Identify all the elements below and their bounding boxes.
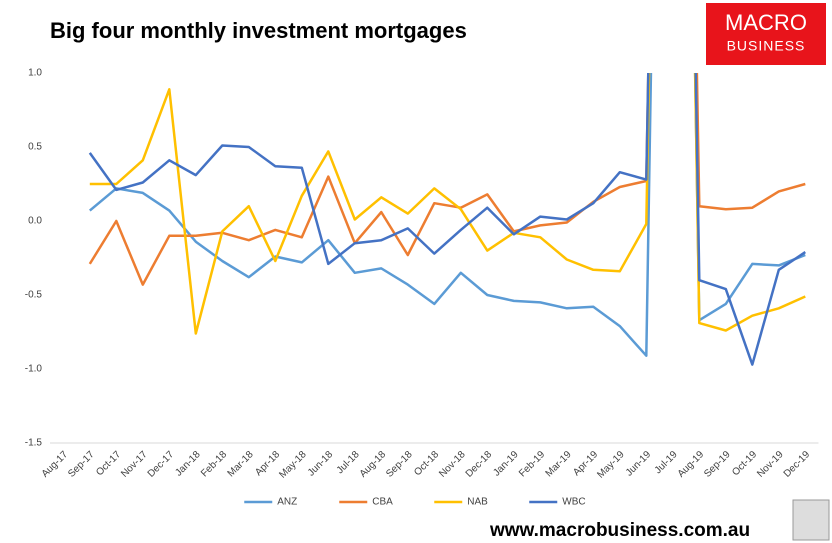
x-tick-label: Aug-19 bbox=[676, 449, 707, 480]
legend-label: ANZ bbox=[277, 497, 297, 508]
series-line bbox=[88, 73, 806, 286]
x-tick-label: Aug-17 bbox=[40, 449, 71, 480]
series-line bbox=[89, 73, 806, 335]
x-tick-label: Jan-18 bbox=[173, 449, 203, 479]
x-tick-label: Nov-18 bbox=[437, 449, 468, 480]
chart-title: Big four monthly investment mortgages bbox=[50, 18, 467, 43]
x-tick-label: Dec-17 bbox=[146, 449, 177, 480]
x-tick-label: Oct-17 bbox=[94, 449, 123, 478]
x-tick-label: Mar-18 bbox=[226, 449, 256, 479]
x-tick-label: Oct-19 bbox=[730, 449, 759, 478]
x-tick-label: Feb-19 bbox=[517, 449, 547, 479]
logo-text: BUSINESS bbox=[727, 38, 806, 54]
series-line bbox=[88, 73, 806, 357]
y-tick-label: -0.5 bbox=[25, 290, 43, 301]
y-tick-label: 1.0 bbox=[28, 68, 42, 79]
legend-label: NAB bbox=[467, 497, 488, 508]
x-tick-label: Jun-18 bbox=[306, 449, 336, 479]
x-tick-label: Nov-17 bbox=[119, 449, 150, 480]
x-tick-label: Feb-18 bbox=[199, 449, 229, 479]
x-tick-label: Jun-19 bbox=[624, 449, 654, 479]
x-tick-label: Dec-18 bbox=[464, 449, 495, 480]
y-tick-label: -1.0 bbox=[25, 364, 43, 375]
series-line bbox=[88, 73, 806, 366]
logo-text: MACRO bbox=[725, 10, 807, 35]
x-tick-label: Mar-19 bbox=[544, 449, 574, 479]
y-tick-label: 0.0 bbox=[28, 216, 42, 227]
x-tick-label: Nov-19 bbox=[755, 449, 786, 480]
legend-label: CBA bbox=[372, 497, 393, 508]
y-tick-label: 0.5 bbox=[28, 142, 42, 153]
x-tick-label: May-19 bbox=[595, 449, 627, 481]
x-tick-label: Jan-19 bbox=[491, 449, 521, 479]
x-tick-label: Dec-19 bbox=[782, 449, 813, 480]
x-tick-label: Sep-19 bbox=[702, 449, 733, 480]
x-tick-label: Aug-18 bbox=[358, 449, 389, 480]
logo-icon bbox=[792, 499, 830, 541]
x-tick-label: Sep-17 bbox=[66, 449, 97, 480]
y-tick-label: -1.5 bbox=[25, 438, 43, 449]
x-tick-label: Sep-18 bbox=[384, 449, 415, 480]
logo-box bbox=[706, 3, 826, 65]
legend-label: WBC bbox=[562, 497, 585, 508]
x-tick-label: May-18 bbox=[277, 449, 309, 481]
x-tick-label: Oct-18 bbox=[412, 449, 441, 478]
footer: www.macrobusiness.com.au bbox=[489, 520, 750, 541]
